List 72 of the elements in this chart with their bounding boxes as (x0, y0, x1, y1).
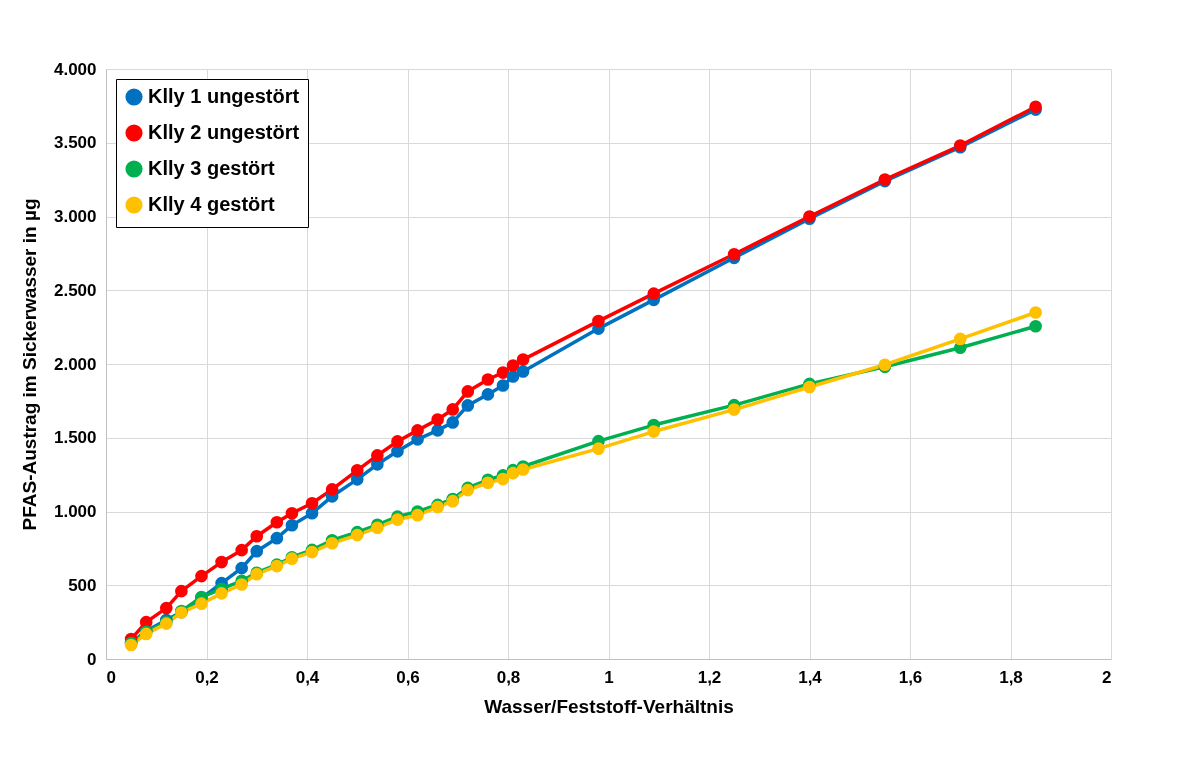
x-tick-label: 0,4 (295, 667, 320, 687)
point (506, 370, 520, 383)
point (727, 247, 741, 261)
legend-label: Klly 2 ungestört (148, 121, 300, 143)
y-tick-label: 3.500 (53, 133, 97, 153)
point (175, 584, 188, 598)
x-tick-label: 2 (1102, 667, 1112, 687)
y-tick-label: 2.500 (53, 280, 97, 300)
point (285, 518, 299, 532)
x-tick-label: 1 (604, 667, 614, 687)
point (270, 515, 284, 529)
point (215, 587, 228, 600)
point (391, 435, 404, 448)
point (592, 442, 605, 455)
point (592, 314, 605, 328)
x-tick-label: 1,2 (697, 667, 722, 687)
point (371, 449, 384, 462)
y-tick-label: 2.000 (53, 354, 97, 374)
point (431, 413, 444, 426)
point (496, 472, 510, 486)
point (270, 531, 284, 545)
point (1029, 306, 1042, 319)
point (461, 399, 475, 412)
y-tick-label: 1.500 (53, 428, 97, 448)
y-axis-title: PFAS-Austrag im Sickerwasser in µg (18, 198, 40, 531)
point (235, 561, 248, 575)
y-tick-label: 3.000 (53, 207, 97, 226)
point (235, 543, 248, 557)
y-tick-label: 500 (68, 575, 97, 595)
point (461, 385, 475, 398)
point (496, 366, 510, 379)
point (411, 508, 424, 522)
x-tick-label: 0 (106, 667, 116, 687)
point (235, 578, 248, 591)
x-tick-label: 1,6 (898, 667, 923, 687)
x-tick-label: 1,8 (999, 667, 1023, 687)
point (350, 464, 364, 477)
x-tick-label: 0,2 (195, 667, 219, 687)
point (159, 601, 173, 615)
point (250, 529, 264, 543)
y-tick-label: 1.000 (53, 502, 97, 521)
point (953, 332, 967, 346)
point (506, 359, 520, 372)
point (481, 373, 495, 386)
point (325, 483, 339, 496)
y-tick-label: 0 (87, 649, 97, 669)
point (285, 506, 299, 520)
y-tick-label: 4.000 (53, 59, 97, 79)
x-tick-label: 1,4 (798, 667, 823, 687)
point (1029, 319, 1042, 333)
point (496, 379, 510, 392)
point (446, 416, 460, 429)
legend-label: Klly 1 ungestört (148, 85, 300, 107)
point (411, 424, 424, 437)
point (305, 496, 319, 510)
point (215, 555, 228, 569)
point (431, 424, 444, 437)
legend-label: Klly 4 gestört (148, 193, 276, 215)
point (195, 569, 208, 583)
x-axis-title: Wasser/Feststoff-Verhältnis (484, 695, 734, 717)
point (647, 287, 661, 300)
point (250, 544, 264, 558)
x-tick-label: 0,6 (396, 667, 420, 687)
point (481, 388, 495, 401)
point (516, 353, 530, 366)
legend-label: Klly 3 gestört (148, 157, 276, 179)
point (195, 597, 208, 610)
x-tick-label: 0,8 (496, 667, 521, 687)
point (516, 365, 530, 378)
point (727, 403, 741, 416)
point (446, 403, 460, 416)
point (647, 425, 661, 438)
